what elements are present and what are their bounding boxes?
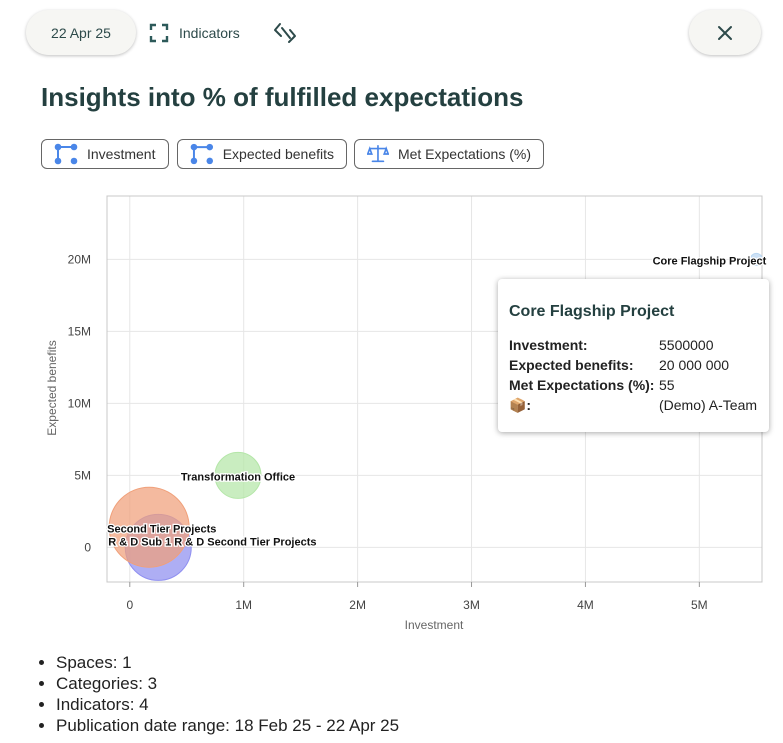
- chip-label: Investment: [87, 146, 156, 162]
- tooltip-value: 20 000 000: [659, 357, 730, 373]
- tooltip-value: 55: [659, 377, 675, 393]
- summary-item: Categories: 3: [56, 673, 399, 694]
- summary-list: Spaces: 1 Categories: 3 Indicators: 4 Pu…: [56, 652, 399, 736]
- x-tick-label: 4M: [577, 598, 594, 612]
- x-axis-label: Investment: [405, 618, 464, 632]
- x-tick-label: 1M: [235, 598, 252, 612]
- x-tick-label: 2M: [349, 598, 366, 612]
- y-tick-label: 5M: [74, 468, 91, 482]
- y-axis-indicator-chip[interactable]: Expected benefits: [177, 139, 347, 169]
- y-axis-label: Expected benefits: [45, 340, 59, 435]
- date-selector-button[interactable]: 22 Apr 25: [26, 10, 136, 55]
- chart-tooltip: Core Flagship Project Investment: 550000…: [498, 279, 769, 432]
- tooltip-value: 5500000: [659, 337, 714, 353]
- chip-label: Expected benefits: [222, 146, 334, 162]
- bubble-label: Core Flagship Project: [653, 255, 767, 267]
- close-button[interactable]: [689, 10, 761, 55]
- y-tick-label: 0: [84, 540, 91, 554]
- balance-scale-icon: [367, 144, 389, 163]
- close-icon: [718, 25, 732, 40]
- tooltip-row: Met Expectations (%): 55: [509, 375, 758, 395]
- bubble-label: Second Tier Projects: [107, 523, 216, 535]
- grid: [107, 196, 762, 582]
- bubble: [108, 486, 190, 568]
- tooltip-row: Investment: 5500000: [509, 335, 758, 355]
- bubble: [749, 252, 763, 266]
- date-label: 22 Apr 25: [51, 24, 111, 41]
- bubbles: [108, 252, 763, 581]
- indicators-label: Indicators: [179, 25, 240, 41]
- tooltip-value: (Demo) A-Team: [659, 397, 758, 413]
- chip-label: Met Expectations (%): [397, 146, 531, 162]
- indicators-button[interactable]: Indicators: [148, 20, 240, 46]
- node-graph-icon: [190, 143, 214, 165]
- summary-item: Publication date range: 18 Feb 25 - 22 A…: [56, 715, 399, 736]
- x-tick-label: 0: [126, 598, 133, 612]
- tooltip-title: Core Flagship Project: [509, 303, 675, 320]
- tooltip-row: Expected benefits: 20 000 000: [509, 355, 758, 375]
- tooltip-key: Met Expectations (%):: [509, 377, 655, 393]
- tooltip-row: 📦: (Demo) A-Team: [509, 395, 758, 415]
- bubble-labels: Core Flagship Project Transformation Offi…: [106, 254, 768, 550]
- swap-icon[interactable]: [272, 20, 298, 46]
- x-axis-indicator-chip[interactable]: Investment: [41, 139, 169, 169]
- y-tick-label: 15M: [68, 324, 91, 338]
- tooltip-key: Investment:: [509, 337, 588, 353]
- summary-item: Indicators: 4: [56, 694, 399, 715]
- expand-icon: [149, 23, 169, 43]
- bubble-chart: Core Flagship Project Transformation Offi…: [45, 195, 768, 632]
- summary-item: Spaces: 1: [56, 652, 399, 673]
- bubble-label: Transformation Office: [181, 471, 295, 483]
- y-tick-label: 10M: [68, 396, 91, 410]
- bubble-label: R & D Sub 1 R & D Second Tier Projects: [108, 536, 316, 548]
- tooltip-key: Expected benefits:: [509, 357, 634, 373]
- ticks: 0 1M 2M 3M 4M 5M 0 5M 10M 15M 20M: [68, 252, 708, 612]
- node-graph-icon: [54, 143, 78, 165]
- size-indicator-chip[interactable]: Met Expectations (%): [354, 139, 544, 169]
- tooltip-key: 📦:: [509, 397, 532, 413]
- page-title: Insights into % of fulfilled expectation…: [41, 82, 524, 112]
- y-tick-label: 20M: [68, 252, 91, 266]
- bubble: [214, 451, 262, 499]
- x-tick-label: 3M: [463, 598, 480, 612]
- x-tick-label: 5M: [691, 598, 708, 612]
